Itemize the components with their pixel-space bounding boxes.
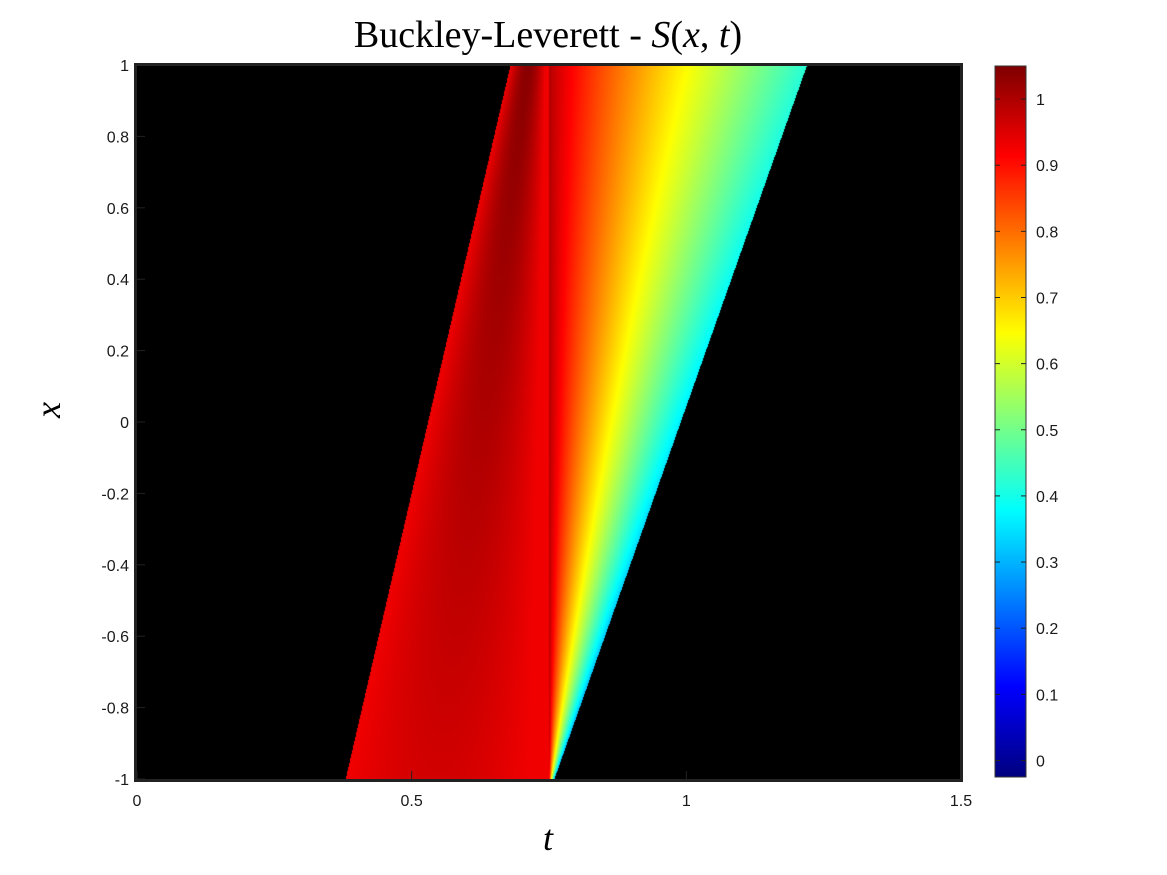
colorbar-tick-label: 0.9: [1036, 158, 1058, 175]
y-tick-label: 0.4: [107, 272, 129, 289]
title-x: x: [682, 14, 700, 56]
x-axis-ticks: 0 0.5 1 1.5: [133, 771, 972, 810]
y-axis-ticks: -1 -0.8 -0.6 -0.4 -0.2 0 0.2 0.4 0.6 0.8 1: [101, 58, 145, 789]
heatmap-canvas-holder: [137, 65, 961, 779]
x-tick-label: 1.5: [950, 793, 972, 810]
y-tick-label: 0.2: [107, 344, 129, 361]
colorbar-tick-label: 0: [1036, 753, 1045, 770]
chart-title: Buckley-Leverett - S(x, t): [354, 14, 742, 56]
x-tick-label: 0: [133, 793, 142, 810]
y-tick-label: 0: [120, 415, 129, 432]
title-open-paren: (: [670, 14, 683, 56]
colorbar-tick-label: 0.5: [1036, 423, 1058, 440]
y-tick-label: -0.6: [101, 629, 129, 646]
colorbar-tick-label: 0.7: [1036, 290, 1058, 307]
y-tick-label: -0.2: [101, 486, 129, 503]
colorbar-tick-label: 0.1: [1036, 687, 1058, 704]
title-prefix: Buckley-Leverett -: [354, 14, 652, 56]
title-close-paren: ): [729, 14, 742, 56]
x-tick-label: 0.5: [401, 793, 423, 810]
colorbar-tick-label: 0.2: [1036, 621, 1058, 638]
title-comma: ,: [700, 14, 719, 56]
plot-frame: [134, 63, 963, 782]
colorbar-frame: [994, 65, 1027, 778]
y-tick-label: 0.6: [107, 201, 129, 218]
colorbar: [994, 65, 1027, 778]
colorbar-tick-label: 0.3: [1036, 555, 1058, 572]
y-tick-label: -0.8: [101, 701, 129, 718]
colorbar-tick-label: 1: [1036, 92, 1045, 109]
y-tick-label: -1: [115, 772, 129, 789]
y-tick-label: -0.4: [101, 558, 129, 575]
plot-area: [134, 63, 963, 782]
y-tick-label: 1: [120, 58, 129, 75]
colorbar-canvas-holder: [995, 66, 1026, 777]
colorbar-tick-label: 0.4: [1036, 489, 1058, 506]
title-s: S: [651, 14, 670, 56]
title-t: t: [719, 14, 731, 56]
colorbar-tick-label: 0.6: [1036, 357, 1058, 374]
y-axis-label: x: [28, 402, 68, 419]
colorbar-tick-label: 0.8: [1036, 224, 1058, 241]
x-tick-label: 1: [682, 793, 691, 810]
y-tick-label: 0.8: [107, 129, 129, 146]
x-axis-label: t: [543, 818, 554, 858]
colorbar-ticks: 0 0.1 0.2 0.3 0.4 0.5 0.6 0.7 0.8 0.9 1: [995, 92, 1058, 770]
